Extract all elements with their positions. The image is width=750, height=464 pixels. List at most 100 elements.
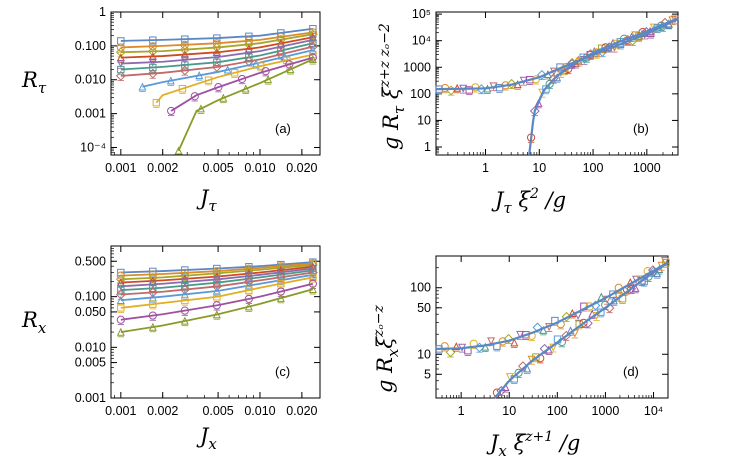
data-marker-diamond — [115, 47, 126, 58]
x-axis-label-c: Jx — [196, 424, 217, 453]
data-marker-circle — [212, 267, 221, 276]
data-marker-invtriangle — [244, 48, 253, 57]
data-marker-triangle — [539, 325, 548, 334]
y-tick-label: 0.100 — [75, 290, 106, 304]
data-marker-triangle — [308, 284, 317, 293]
x-tick-label: 10 — [502, 404, 516, 418]
data-marker-square — [181, 35, 189, 43]
data-marker-circle — [116, 43, 125, 52]
x-axis-label-b: Jτ ξ2 /g — [491, 186, 566, 217]
y-tick-label: 1 — [424, 140, 431, 154]
series-L10 — [116, 279, 317, 325]
data-marker-triangle — [166, 76, 175, 85]
data-marker-triangle — [308, 45, 317, 54]
y-tick-label: 100 — [410, 87, 431, 101]
x-tick-label: 0.010 — [244, 404, 275, 418]
data-marker-circle — [585, 302, 594, 311]
data-marker-triangle — [223, 65, 232, 74]
data-marker-square — [117, 304, 125, 312]
data-marker-triangle — [116, 327, 125, 336]
y-tick-label: 0.100 — [75, 39, 106, 53]
data-marker-triangle — [452, 342, 461, 351]
data-marker-square — [213, 293, 221, 301]
x-tick-label: 10 — [532, 161, 546, 175]
data-marker-triangle — [148, 322, 157, 331]
data-marker-triangle — [653, 269, 662, 278]
y-axis-label-d: g Rxξzₒ−z — [371, 305, 402, 393]
data-marker-square — [117, 286, 125, 294]
data-marker-triangle — [116, 295, 125, 304]
data-marker-triangle — [212, 286, 221, 295]
data-marker-circle — [180, 40, 189, 49]
plot-frame — [435, 255, 669, 399]
data-marker-invtriangle — [116, 282, 125, 291]
data-marker-invtriangle — [487, 337, 496, 346]
panel-label: (a) — [275, 121, 291, 136]
x-tick-label: 0.002 — [147, 404, 178, 418]
data-marker-triangle — [148, 52, 157, 61]
y-tick-label: 0.050 — [75, 305, 106, 319]
y-tick-label: 1000 — [403, 60, 431, 74]
y-tick-label: 10⁻⁴ — [80, 140, 106, 154]
y-tick-label: 10⁵ — [412, 7, 431, 21]
data-marker-square — [117, 65, 125, 74]
y-tick-label: 10 — [417, 347, 431, 361]
data-marker-square — [152, 99, 161, 107]
series-line — [155, 53, 314, 104]
plot-frame — [435, 11, 679, 156]
data-marker-diamond — [179, 65, 190, 76]
data-marker-triangle — [195, 71, 204, 80]
y-tick-label: 5 — [424, 367, 431, 381]
x-tick-label: 0.020 — [286, 161, 317, 175]
data-marker-triangle — [286, 65, 295, 74]
data-marker-square — [542, 85, 550, 93]
data-marker-circle — [261, 67, 270, 76]
panel-label: (c) — [275, 364, 290, 379]
data-marker-triangle — [138, 82, 147, 91]
y-axis-label-b: g Rτ ξz+z zₒ−2 — [377, 23, 408, 150]
data-marker-diamond — [275, 272, 286, 283]
panel-a: 0.001 0.002 0.005 0.010 0.020 10⁻⁴ 0.001 0.010 0… — [75, 5, 321, 175]
panel-d: 1 10 100 1000 10⁴ 5 10 50 100 (d) — [410, 255, 670, 418]
x-tick-label: 1 — [482, 161, 489, 175]
y-tick-label: 0.500 — [75, 254, 106, 268]
data-marker-triangle — [534, 98, 543, 107]
y-tick-label: 100 — [410, 281, 431, 295]
data-marker-triangle — [212, 310, 221, 319]
x-axis-label-a: Jτ — [196, 186, 217, 215]
data-marker-circle — [545, 79, 554, 89]
x-tick-label: 0.005 — [202, 404, 233, 418]
series-L9 — [117, 273, 317, 314]
data-marker-diamond — [243, 265, 254, 276]
data-marker-square — [213, 58, 221, 66]
data-marker-square — [149, 63, 157, 72]
x-axis-label-d: Jx ξz+1 /g — [486, 429, 580, 460]
data-marker-square — [230, 69, 239, 77]
data-marker-triangle — [212, 47, 221, 56]
data-marker-square — [181, 61, 189, 69]
data-marker-triangle — [510, 338, 519, 347]
x-tick-label: 100 — [547, 404, 568, 418]
data-marker-square — [178, 85, 187, 93]
data-marker-diamond — [506, 78, 517, 89]
data-marker-triangle — [276, 293, 285, 302]
data-marker-circle — [440, 342, 449, 351]
y-tick-label: 10 — [417, 113, 431, 127]
fit-lower-curve — [493, 261, 669, 399]
data-marker-circle — [214, 83, 223, 92]
y-axis-label-c: Rx — [21, 308, 47, 337]
data-marker-diamond — [518, 361, 528, 372]
data-marker-invtriangle — [276, 42, 285, 52]
data-marker-invtriangle — [308, 264, 317, 273]
fit-upper-curve — [435, 18, 679, 91]
x-tick-label: 1000 — [592, 404, 620, 418]
data-marker-triangle — [308, 55, 317, 64]
plot-frame — [110, 245, 321, 399]
data-marker-circle — [180, 306, 189, 315]
data-marker-triangle — [244, 302, 253, 311]
data-marker-invtriangle — [276, 268, 285, 277]
y-tick-label: 50 — [417, 301, 431, 315]
data-marker-diamond — [307, 267, 318, 278]
data-marker-circle — [514, 368, 523, 377]
